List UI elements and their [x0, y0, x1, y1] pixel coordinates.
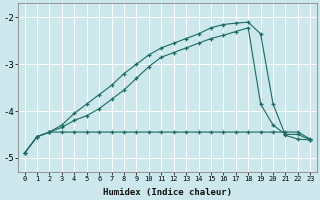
X-axis label: Humidex (Indice chaleur): Humidex (Indice chaleur): [103, 188, 232, 197]
